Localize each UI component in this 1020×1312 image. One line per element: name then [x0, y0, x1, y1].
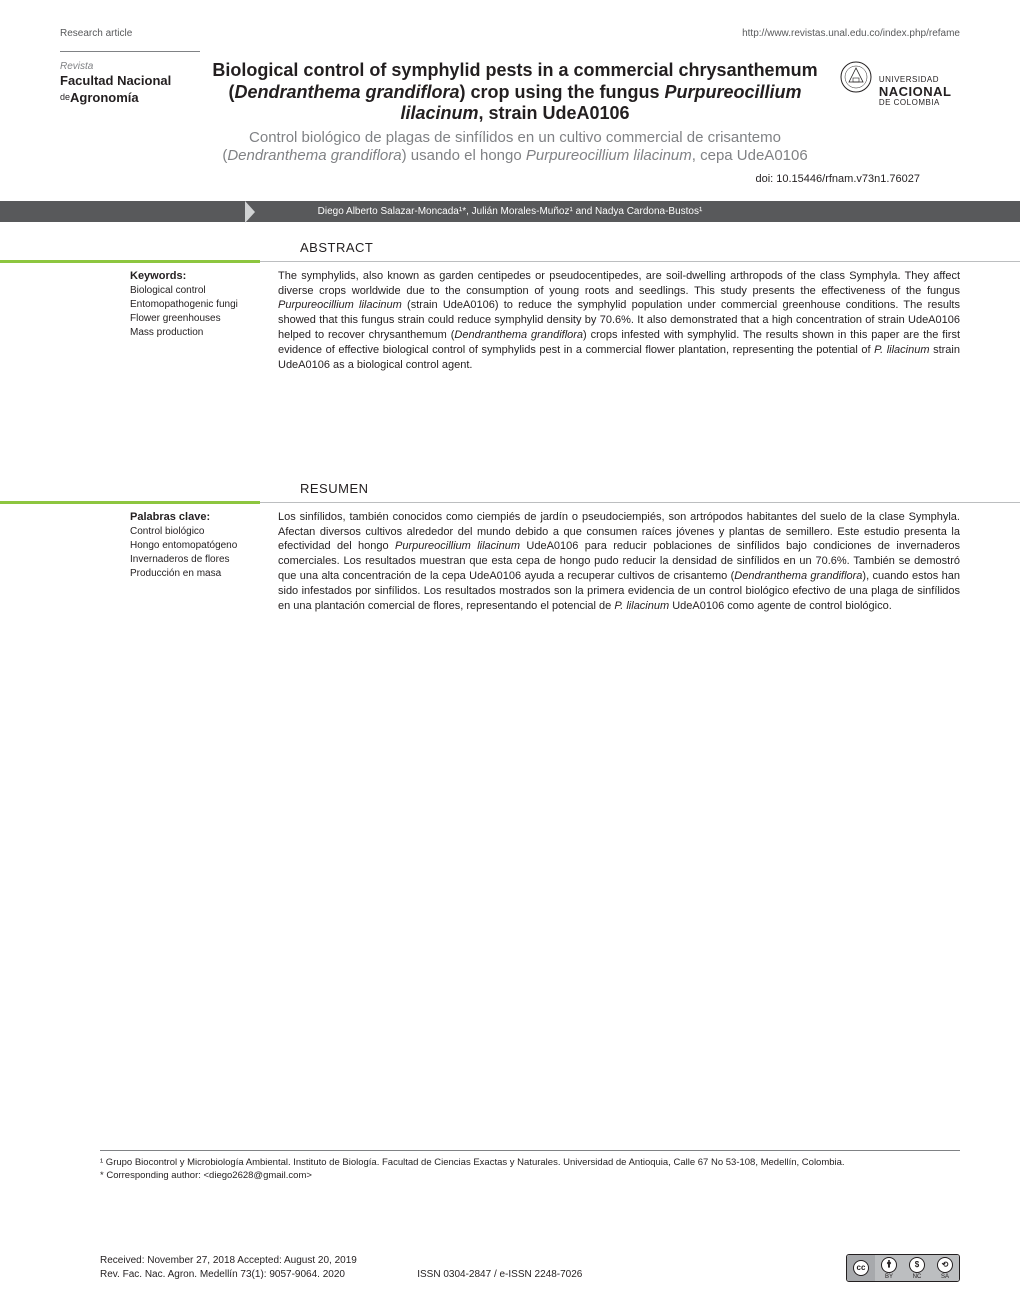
cc-sa-icon: ⟲SA: [931, 1255, 959, 1281]
affiliations: ¹ Grupo Biocontrol y Microbiología Ambie…: [100, 1150, 960, 1182]
university-logo: UNIVERSIDAD NACIONAL DE COLOMBIA: [830, 60, 960, 108]
abstract-block: Keywords: Biological control Entomopatho…: [0, 269, 1020, 373]
resumen-divider: [0, 502, 1020, 504]
keyword-item: Invernaderos de flores: [130, 553, 260, 567]
title-spanish: Control biológico de plagas de sinfílido…: [212, 129, 818, 165]
keyword-item: Biological control: [130, 284, 260, 298]
cc-by-icon: 🛉BY: [875, 1255, 903, 1281]
cc-license-badge: cc 🛉BY $NC ⟲SA: [846, 1254, 960, 1282]
journal-url: http://www.revistas.unal.edu.co/index.ph…: [742, 28, 960, 39]
uni-colombia: DE COLOMBIA: [879, 99, 952, 108]
title-block: Biological control of symphylid pests in…: [200, 60, 830, 165]
issn: ISSN 0304-2847 / e-ISSN 2248-7026: [417, 1269, 582, 1280]
journal-revista: Revista: [60, 60, 200, 73]
affiliation-line: ¹ Grupo Biocontrol y Microbiología Ambie…: [100, 1157, 960, 1169]
resumen-heading: RESUMEN: [300, 481, 1020, 496]
keyword-item: Entomopathogenic fungi: [130, 298, 260, 312]
keyword-item: Hongo entomopatógeno: [130, 539, 260, 553]
footer: Received: November 27, 2018 Accepted: Au…: [100, 1254, 960, 1282]
palabras-clave-title: Palabras clave:: [130, 510, 260, 525]
journal-agronomia: Agronomía: [70, 90, 139, 105]
cc-nc-icon: $NC: [903, 1255, 931, 1281]
article-type: Research article: [60, 28, 132, 39]
cc-icon: cc: [847, 1255, 875, 1281]
top-bar: Research article http://www.revistas.una…: [0, 0, 1020, 47]
abstract-heading: ABSTRACT: [300, 240, 1020, 255]
footer-left: Received: November 27, 2018 Accepted: Au…: [100, 1254, 582, 1282]
received-accepted: Received: November 27, 2018 Accepted: Au…: [100, 1254, 582, 1268]
author-bar: Diego Alberto Salazar-Moncada¹*, Julián …: [0, 201, 1020, 222]
university-crest-icon: [839, 60, 873, 97]
journal-facultad: Facultad Nacional: [60, 73, 200, 90]
keywords-en: Keywords: Biological control Entomopatho…: [130, 269, 260, 373]
keyword-item: Mass production: [130, 326, 260, 340]
corresponding-author: * Corresponding author: <diego2628@gmail…: [100, 1170, 960, 1182]
author-accent-icon: [245, 201, 255, 223]
abstract-divider: [0, 261, 1020, 263]
authors: Diego Alberto Salazar-Moncada¹*, Julián …: [318, 206, 703, 217]
keyword-item: Flower greenhouses: [130, 312, 260, 326]
keywords-es: Palabras clave: Control biológico Hongo …: [130, 510, 260, 614]
journal-logo: Revista Facultad Nacional deAgronomía: [60, 60, 200, 107]
journal-de: de: [60, 92, 70, 102]
keywords-title: Keywords:: [130, 269, 260, 284]
header-row: Revista Facultad Nacional deAgronomía Bi…: [0, 52, 1020, 165]
doi: doi: 10.15446/rfnam.v73n1.76027: [0, 165, 1020, 193]
abstract-text: The symphylids, also known as garden cen…: [278, 269, 960, 373]
resumen-block: Palabras clave: Control biológico Hongo …: [0, 510, 1020, 614]
keyword-item: Producción en masa: [130, 567, 260, 581]
title-english: Biological control of symphylid pests in…: [212, 60, 818, 125]
resumen-text: Los sinfílidos, también conocidos como c…: [278, 510, 960, 614]
citation: Rev. Fac. Nac. Agron. Medellín 73(1): 90…: [100, 1269, 345, 1280]
uni-nacional: NACIONAL: [879, 85, 952, 99]
keyword-item: Control biológico: [130, 525, 260, 539]
